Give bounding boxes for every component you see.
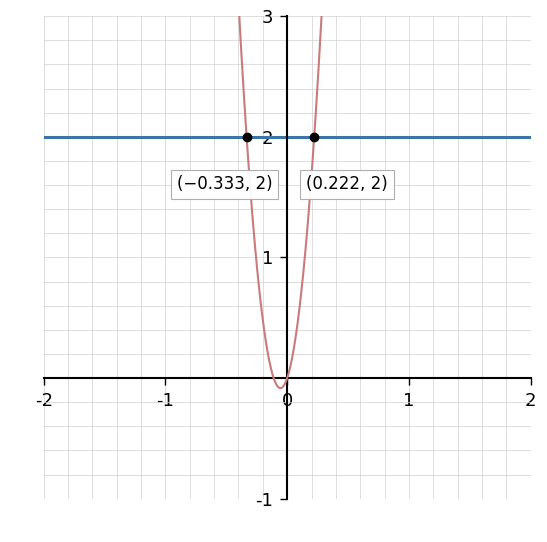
Text: (−0.333, 2): (−0.333, 2) bbox=[177, 176, 272, 193]
Text: (0.222, 2): (0.222, 2) bbox=[306, 176, 388, 193]
